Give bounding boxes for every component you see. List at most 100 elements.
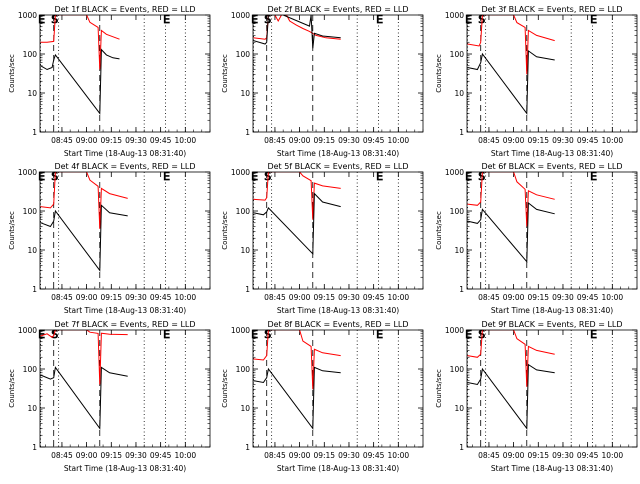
x-tick-label: 09:30 bbox=[552, 451, 574, 460]
x-tick-label: 10:00 bbox=[602, 136, 624, 145]
x-axis-label: Start Time (18-Aug-13 08:31:40) bbox=[64, 306, 186, 315]
x-tick-label: 08:45 bbox=[478, 451, 500, 460]
y-axis-label: Counts/sec bbox=[8, 369, 16, 408]
x-axis-label: Start Time (18-Aug-13 08:31:40) bbox=[64, 464, 186, 473]
marker-label: S bbox=[51, 328, 58, 341]
y-tick-label: 10 bbox=[240, 89, 250, 98]
y-tick-label: 1 bbox=[459, 285, 464, 294]
lld-series-line bbox=[40, 15, 120, 70]
y-axis-label: Counts/sec bbox=[8, 54, 16, 93]
x-tick-label: 09:45 bbox=[363, 293, 385, 302]
lld-series-line bbox=[253, 330, 341, 390]
y-tick-label: 1 bbox=[245, 285, 250, 294]
plot-frame bbox=[466, 329, 638, 448]
panel-det-4: Det 4f BLACK = Events, RED = LLD Counts/s… bbox=[8, 162, 211, 315]
plot-frame bbox=[252, 14, 424, 133]
events-series-line bbox=[253, 15, 341, 49]
y-tick-label: 1 bbox=[459, 128, 464, 137]
y-tick-label: 1000 bbox=[445, 11, 464, 20]
y-tick-label: 1 bbox=[32, 443, 37, 452]
y-tick-label: 1000 bbox=[231, 11, 250, 20]
plot-frame bbox=[466, 171, 638, 290]
x-tick-label: 09:00 bbox=[503, 293, 525, 302]
y-tick-label: 1 bbox=[245, 443, 250, 452]
marker-label: E bbox=[465, 170, 472, 183]
x-tick-label: 08:45 bbox=[264, 293, 286, 302]
marker-label: E bbox=[251, 13, 258, 26]
y-axis-label: Counts/sec bbox=[435, 54, 443, 93]
marker-label: E bbox=[590, 328, 597, 341]
panel-title: Det 7f BLACK = Events, RED = LLD bbox=[54, 320, 195, 329]
marker-label: E bbox=[38, 13, 45, 26]
marker-label: E bbox=[465, 328, 472, 341]
events-series-line bbox=[253, 192, 341, 256]
y-tick-label: 100 bbox=[450, 207, 465, 216]
x-tick-label: 09:00 bbox=[289, 293, 311, 302]
y-tick-label: 1 bbox=[245, 128, 250, 137]
panel-det-2: Det 2f BLACK = Events, RED = LLD Counts/s… bbox=[221, 5, 424, 158]
panel-title: Det 1f BLACK = Events, RED = LLD bbox=[54, 5, 195, 14]
x-axis-label: Start Time (18-Aug-13 08:31:40) bbox=[277, 464, 399, 473]
lld-series-line bbox=[467, 15, 555, 75]
x-tick-label: 09:00 bbox=[76, 136, 98, 145]
y-tick-label: 10 bbox=[27, 246, 37, 255]
y-tick-label: 1000 bbox=[445, 168, 464, 177]
y-tick-label: 10 bbox=[27, 89, 37, 98]
x-tick-label: 09:45 bbox=[577, 293, 599, 302]
x-tick-label: 09:15 bbox=[313, 136, 335, 145]
x-tick-label: 09:45 bbox=[363, 451, 385, 460]
panel-title: Det 6f BLACK = Events, RED = LLD bbox=[481, 162, 622, 171]
panel-det-3: Det 3f BLACK = Events, RED = LLD Counts/s… bbox=[435, 5, 638, 158]
lld-series-line bbox=[40, 330, 128, 385]
x-tick-label: 09:45 bbox=[577, 451, 599, 460]
y-axis-label: Counts/sec bbox=[221, 54, 229, 93]
x-tick-label: 09:00 bbox=[289, 451, 311, 460]
y-tick-label: 100 bbox=[236, 207, 251, 216]
events-series-line bbox=[40, 366, 128, 430]
marker-label: E bbox=[38, 170, 45, 183]
y-tick-label: 1000 bbox=[18, 11, 37, 20]
x-tick-label: 09:15 bbox=[313, 451, 335, 460]
x-tick-label: 09:45 bbox=[150, 451, 172, 460]
events-series-line bbox=[467, 49, 555, 115]
panel-title: Det 2f BLACK = Events, RED = LLD bbox=[267, 5, 408, 14]
x-tick-label: 09:30 bbox=[125, 136, 147, 145]
x-tick-label: 08:45 bbox=[51, 293, 73, 302]
x-tick-label: 09:00 bbox=[76, 451, 98, 460]
x-tick-label: 10:00 bbox=[602, 451, 624, 460]
plot-frame bbox=[39, 171, 211, 290]
x-tick-label: 09:30 bbox=[338, 293, 360, 302]
y-tick-label: 100 bbox=[450, 50, 465, 59]
panel-det-8: Det 8f BLACK = Events, RED = LLD Counts/s… bbox=[221, 320, 424, 473]
x-tick-label: 10:00 bbox=[175, 136, 197, 145]
y-tick-label: 10 bbox=[27, 404, 37, 413]
events-series-line bbox=[467, 201, 555, 264]
y-axis-label: Counts/sec bbox=[8, 211, 16, 250]
y-tick-label: 10 bbox=[454, 404, 464, 413]
x-tick-label: 08:45 bbox=[264, 136, 286, 145]
x-tick-label: 08:45 bbox=[264, 451, 286, 460]
marker-label: E bbox=[465, 13, 472, 26]
y-axis-label: Counts/sec bbox=[221, 211, 229, 250]
y-axis-label: Counts/sec bbox=[221, 369, 229, 408]
x-tick-label: 09:15 bbox=[100, 136, 122, 145]
y-tick-label: 10 bbox=[240, 404, 250, 413]
plot-frame bbox=[39, 14, 211, 133]
x-tick-label: 08:45 bbox=[478, 136, 500, 145]
x-tick-label: 09:30 bbox=[552, 293, 574, 302]
x-tick-label: 09:15 bbox=[313, 293, 335, 302]
x-tick-label: 09:45 bbox=[363, 136, 385, 145]
y-tick-label: 10 bbox=[454, 246, 464, 255]
events-series-line bbox=[467, 363, 555, 430]
marker-label: E bbox=[251, 328, 258, 341]
x-tick-label: 09:15 bbox=[527, 451, 549, 460]
y-tick-label: 1 bbox=[459, 443, 464, 452]
plot-frame bbox=[252, 171, 424, 290]
y-tick-label: 1000 bbox=[445, 326, 464, 335]
x-tick-label: 10:00 bbox=[602, 293, 624, 302]
marker-label: E bbox=[38, 328, 45, 341]
x-tick-label: 09:15 bbox=[527, 293, 549, 302]
marker-label: E bbox=[163, 328, 170, 341]
x-tick-label: 08:45 bbox=[51, 136, 73, 145]
